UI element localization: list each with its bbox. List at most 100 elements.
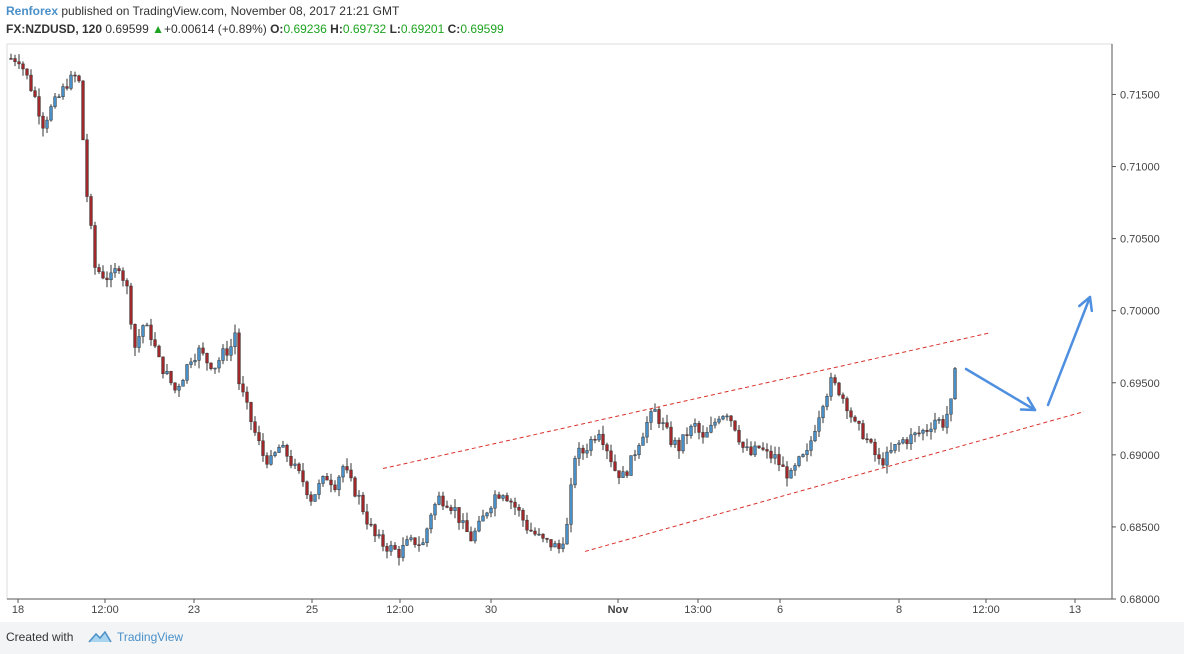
candle-up	[681, 434, 685, 452]
candle-up	[745, 446, 749, 449]
candle-down	[517, 507, 521, 511]
candle-up	[429, 514, 433, 530]
candle-up	[461, 520, 465, 523]
candle-down	[369, 523, 373, 526]
candle-up	[485, 512, 489, 517]
candle-up	[269, 455, 273, 465]
candle-up	[317, 483, 321, 495]
candle-down	[89, 196, 93, 226]
candle-up	[813, 431, 817, 442]
candle-down	[329, 479, 333, 486]
candle-down	[297, 463, 301, 471]
candle-down	[521, 510, 525, 521]
x-tick-label: 23	[188, 604, 200, 616]
candle-down	[445, 505, 449, 508]
candle-up	[53, 96, 57, 107]
candle-down	[257, 432, 261, 442]
candle-up	[185, 364, 189, 381]
y-tick-label: 0.69500	[1120, 378, 1160, 390]
candle-down	[265, 455, 269, 465]
candle-up	[141, 325, 145, 337]
author-name[interactable]: Renforex	[6, 4, 59, 18]
candle-up	[897, 442, 901, 445]
candle-down	[457, 507, 461, 523]
candle-down	[609, 450, 613, 463]
candle-up	[829, 377, 833, 397]
tradingview-brand[interactable]: TradingView	[117, 630, 184, 644]
candle-up	[817, 417, 821, 432]
candle-down	[205, 353, 209, 364]
candle-up	[501, 495, 505, 499]
candle-up	[565, 524, 569, 545]
candle-down	[157, 345, 161, 358]
candle-down	[9, 58, 13, 60]
candle-down	[469, 531, 473, 542]
candle-down	[837, 382, 841, 396]
candle-up	[901, 439, 905, 444]
candle-up	[789, 469, 793, 479]
candle-up	[569, 484, 573, 525]
candle-down	[765, 449, 769, 452]
candle-up	[585, 450, 589, 454]
candle-up	[597, 433, 601, 441]
chart-header: Renforex published on TradingView.com, N…	[0, 0, 1184, 44]
candle-down	[173, 382, 177, 391]
candle-up	[821, 406, 825, 419]
candle-up	[217, 360, 221, 369]
candle-down	[225, 348, 229, 356]
candle-down	[241, 383, 245, 393]
candle-up	[693, 423, 697, 427]
candle-up	[713, 421, 717, 426]
candle-down	[345, 466, 349, 471]
high-label: H:	[330, 22, 343, 36]
x-tick-label: 12:00	[386, 604, 414, 616]
candle-down	[169, 371, 173, 384]
candle-up	[909, 434, 913, 444]
candle-down	[249, 402, 253, 422]
candle-up	[49, 106, 53, 121]
candle-down	[685, 434, 689, 436]
x-tick-label: 8	[896, 604, 902, 616]
candle-down	[917, 432, 921, 435]
candle-down	[237, 332, 241, 385]
y-tick-label: 0.68500	[1120, 522, 1160, 534]
candle-down	[873, 441, 877, 455]
candle-down	[557, 543, 561, 549]
candle-down	[865, 438, 869, 441]
candle-up	[945, 413, 949, 428]
candle-down	[777, 454, 781, 466]
candle-up	[337, 476, 341, 491]
candle-up	[341, 466, 345, 478]
candle-up	[537, 533, 541, 536]
candle-up	[773, 454, 777, 459]
candle-up	[649, 411, 653, 423]
candle-up	[421, 542, 425, 546]
x-tick-label: 12:00	[972, 604, 1000, 616]
candle-up	[553, 543, 557, 548]
close-value: 0.69599	[460, 22, 504, 36]
price-chart[interactable]: 0.71500 0.71000 0.70500 0.70000 0.69500 0.690…	[0, 0, 1184, 622]
candle-up	[725, 415, 729, 418]
candle-down	[881, 458, 885, 466]
candle-up	[433, 504, 437, 516]
candle-up	[233, 332, 237, 347]
candle-up	[45, 119, 49, 129]
candle-up	[109, 272, 113, 281]
footer: Created with TradingView	[0, 622, 1184, 654]
tradingview-logo-icon[interactable]	[88, 629, 112, 645]
candles	[9, 53, 957, 566]
candle-down	[505, 495, 509, 502]
x-tick-label: 13:00	[684, 604, 712, 616]
candle-up	[473, 530, 477, 542]
candle-up	[321, 476, 325, 484]
candle-up	[177, 386, 181, 391]
candle-down	[541, 533, 545, 539]
candle-down	[13, 58, 17, 62]
candle-up	[589, 439, 593, 451]
candle-down	[361, 494, 365, 513]
candle-down	[925, 429, 929, 432]
candle-down	[353, 477, 357, 497]
y-tick-label: 0.69000	[1120, 450, 1160, 462]
candle-up	[629, 455, 633, 476]
candle-down	[73, 74, 77, 77]
